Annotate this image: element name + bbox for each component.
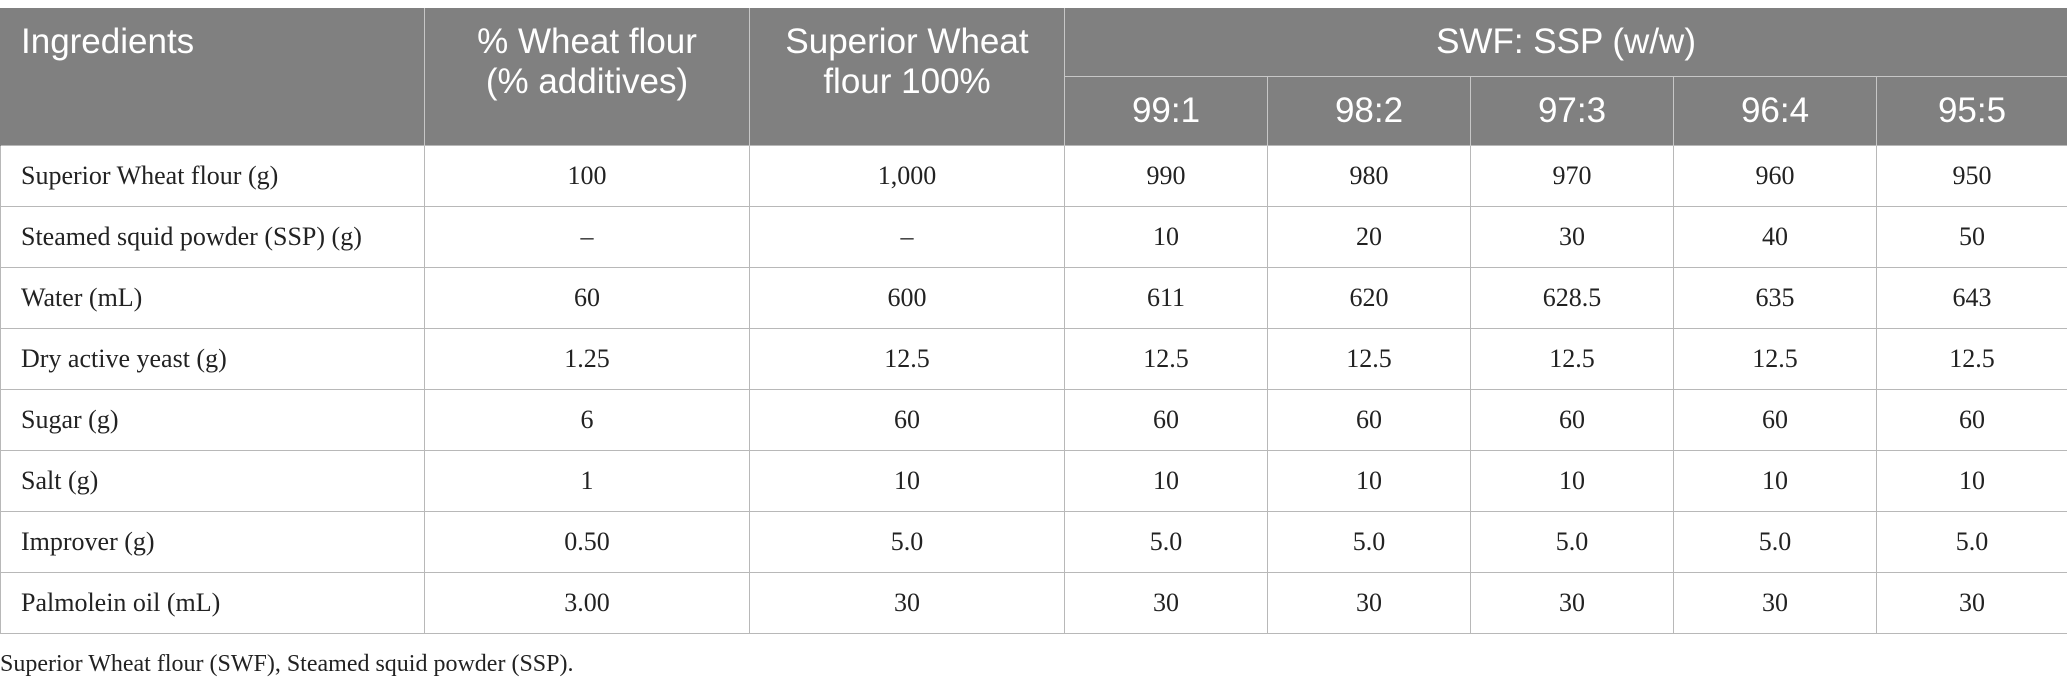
table-cell: 12.5 bbox=[1267, 328, 1471, 390]
table-cell: 50 bbox=[1875, 206, 2067, 268]
header-row-ratios: 99:1 98:2 97:3 96:4 95:5 bbox=[1, 76, 2067, 146]
table-cell: 30 bbox=[1470, 572, 1674, 634]
table-cell: – bbox=[424, 206, 750, 268]
header-ratio: 95:5 bbox=[1875, 76, 2067, 146]
table-footnote: Superior Wheat flour (SWF), Steamed squi… bbox=[0, 651, 574, 677]
table-cell: 5.0 bbox=[1470, 511, 1674, 573]
table-cell: 611 bbox=[1064, 267, 1268, 329]
table-cell: 1,000 bbox=[749, 145, 1065, 207]
table-cell: 30 bbox=[1064, 572, 1268, 634]
table-body: Superior Wheat flour (g) 100 1,000 990 980 97… bbox=[0, 145, 2067, 634]
table-cell: 5.0 bbox=[749, 511, 1065, 573]
table-cell: 30 bbox=[1673, 572, 1877, 634]
table-cell: 100 bbox=[424, 145, 750, 207]
ingredients-table-container: Ingredients % Wheat flour (% additives) … bbox=[0, 8, 2067, 634]
table-cell: 960 bbox=[1673, 145, 1877, 207]
row-label: Superior Wheat flour (g) bbox=[0, 145, 425, 207]
header-ratio: 97:3 bbox=[1470, 76, 1674, 146]
header-swf-line2: flour 100% bbox=[823, 62, 991, 101]
header-row-top: Ingredients % Wheat flour (% additives) … bbox=[0, 8, 2067, 146]
table-row: Water (mL) 60 600 611 620 628.5 635 643 bbox=[0, 267, 2067, 329]
table-cell: 60 bbox=[1064, 389, 1268, 451]
table-cell: – bbox=[749, 206, 1065, 268]
header-swf-line1: Superior Wheat bbox=[785, 22, 1029, 61]
table-cell: 20 bbox=[1267, 206, 1471, 268]
table-row: Improver (g) 0.50 5.0 5.0 5.0 5.0 5.0 5.0 bbox=[0, 511, 2067, 573]
table-row: Salt (g) 1 10 10 10 10 10 10 bbox=[0, 450, 2067, 512]
header-ratio-group: SWF: SSP (w/w) bbox=[1063, 8, 2067, 77]
table-row: Superior Wheat flour (g) 100 1,000 990 980 97… bbox=[0, 145, 2067, 207]
table-cell: 12.5 bbox=[1673, 328, 1877, 390]
table-cell: 980 bbox=[1267, 145, 1471, 207]
row-label: Salt (g) bbox=[0, 450, 425, 512]
table-cell: 620 bbox=[1267, 267, 1471, 329]
table-cell: 10 bbox=[1470, 450, 1674, 512]
table-cell: 10 bbox=[1064, 206, 1268, 268]
table-cell: 628.5 bbox=[1470, 267, 1674, 329]
header-percent-line2: (% additives) bbox=[485, 62, 689, 101]
table-cell: 10 bbox=[1267, 450, 1471, 512]
table-cell: 30 bbox=[1470, 206, 1674, 268]
table-cell: 1.25 bbox=[424, 328, 750, 390]
table-cell: 950 bbox=[1875, 145, 2067, 207]
header-ratio: 96:4 bbox=[1673, 76, 1877, 146]
header-ingredients: Ingredients bbox=[0, 8, 425, 146]
table-cell: 6 bbox=[424, 389, 750, 451]
table-cell: 30 bbox=[1875, 572, 2067, 634]
table-cell: 5.0 bbox=[1064, 511, 1268, 573]
row-label: Palmolein oil (mL) bbox=[0, 572, 425, 634]
table-cell: 60 bbox=[424, 267, 750, 329]
header-percent-wheat-flour: % Wheat flour (% additives) bbox=[424, 8, 750, 146]
table-cell: 970 bbox=[1470, 145, 1674, 207]
table-cell: 60 bbox=[1875, 389, 2067, 451]
table-cell: 0.50 bbox=[424, 511, 750, 573]
table-cell: 635 bbox=[1673, 267, 1877, 329]
header-ratio: 98:2 bbox=[1267, 76, 1471, 146]
table-cell: 5.0 bbox=[1673, 511, 1877, 573]
table-cell: 643 bbox=[1875, 267, 2067, 329]
table-row: Dry active yeast (g) 1.25 12.5 12.5 12.5 12.5… bbox=[0, 328, 2067, 390]
table-cell: 5.0 bbox=[1267, 511, 1471, 573]
table-cell: 60 bbox=[749, 389, 1065, 451]
table-cell: 1 bbox=[424, 450, 750, 512]
table-row: Palmolein oil (mL) 3.00 30 30 30 30 30 30 bbox=[0, 572, 2067, 634]
table-cell: 10 bbox=[1875, 450, 2067, 512]
header-ratio: 99:1 bbox=[1064, 76, 1268, 146]
table-cell: 12.5 bbox=[1875, 328, 2067, 390]
row-label: Steamed squid powder (SSP) (g) bbox=[0, 206, 425, 268]
table-cell: 5.0 bbox=[1875, 511, 2067, 573]
header-superior-wheat-flour: Superior Wheat flour 100% bbox=[749, 8, 1065, 146]
table-header: Ingredients % Wheat flour (% additives) … bbox=[0, 8, 2067, 146]
table-cell: 40 bbox=[1673, 206, 1877, 268]
table-cell: 10 bbox=[749, 450, 1065, 512]
row-label: Water (mL) bbox=[0, 267, 425, 329]
table-row: Steamed squid powder (SSP) (g) – –10 20 30 40… bbox=[0, 206, 2067, 268]
row-label: Sugar (g) bbox=[0, 389, 425, 451]
table-cell: 30 bbox=[749, 572, 1065, 634]
table-cell: 10 bbox=[1064, 450, 1268, 512]
table-cell: 10 bbox=[1673, 450, 1877, 512]
table-row: Sugar (g) 6 60 60 60 60 60 60 bbox=[0, 389, 2067, 451]
table-cell: 30 bbox=[1267, 572, 1471, 634]
table-cell: 60 bbox=[1267, 389, 1471, 451]
table-cell: 60 bbox=[1470, 389, 1674, 451]
table-cell: 12.5 bbox=[1064, 328, 1268, 390]
table-cell: 12.5 bbox=[1470, 328, 1674, 390]
table-cell: 3.00 bbox=[424, 572, 750, 634]
ingredients-table: Ingredients % Wheat flour (% additives) … bbox=[0, 8, 2067, 634]
table-cell: 990 bbox=[1064, 145, 1268, 207]
row-label: Improver (g) bbox=[0, 511, 425, 573]
header-percent-line1: % Wheat flour bbox=[477, 22, 697, 61]
row-label: Dry active yeast (g) bbox=[0, 328, 425, 390]
table-cell: 600 bbox=[749, 267, 1065, 329]
table-cell: 12.5 bbox=[749, 328, 1065, 390]
table-cell: 60 bbox=[1673, 389, 1877, 451]
